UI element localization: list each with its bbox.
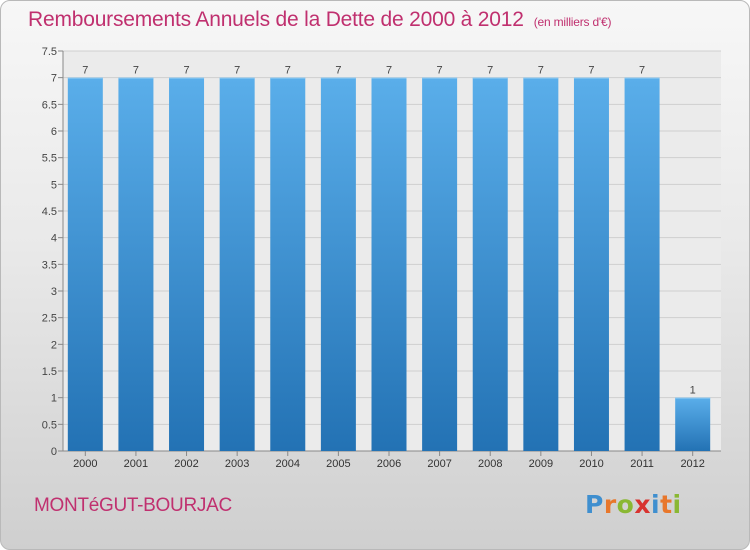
bar-value-label: 7 <box>538 65 544 77</box>
y-tick-label: 6 <box>51 126 57 138</box>
x-tick-label: 2009 <box>529 458 553 470</box>
y-tick-label: 5.5 <box>42 153 57 165</box>
bar-value-label: 7 <box>335 65 341 77</box>
logo-letter: x <box>634 490 651 519</box>
bar-value-label: 7 <box>82 65 88 77</box>
y-tick-label: 4 <box>51 233 57 245</box>
x-tick-label: 2005 <box>326 458 350 470</box>
logo-letter: P <box>585 490 604 519</box>
x-tick-label: 2008 <box>478 458 502 470</box>
bar <box>219 77 255 452</box>
y-tick-label: 3 <box>51 286 57 298</box>
bar-value-label: 7 <box>386 65 392 77</box>
proxiti-logo: Proxiti <box>585 490 682 519</box>
x-tick-label: 2000 <box>73 458 97 470</box>
logo-letter: r <box>603 490 617 519</box>
bar <box>624 77 660 452</box>
y-tick-label: 6.5 <box>42 99 57 111</box>
chart-title-text: Remboursements Annuels de la Dette de 20… <box>28 8 524 31</box>
bar-value-label: 7 <box>437 65 443 77</box>
x-tick-label: 2011 <box>630 458 654 470</box>
bar-value-label: 7 <box>285 65 291 77</box>
bar <box>169 77 205 452</box>
x-tick-label: 2003 <box>225 458 249 470</box>
y-tick-label: 0 <box>51 446 57 458</box>
x-tick-label: 2012 <box>680 458 704 470</box>
y-tick-label: 2.5 <box>42 313 57 325</box>
bar-value-label: 7 <box>588 65 594 77</box>
commune-name: MONTéGUT-BOURJAC <box>34 495 232 516</box>
bar <box>270 77 306 452</box>
bar <box>67 77 103 452</box>
bar-value-label: 7 <box>183 65 189 77</box>
y-tick-label: 0.5 <box>42 419 57 431</box>
x-tick-label: 2002 <box>174 458 198 470</box>
chart-unit-label: (en milliers d'€) <box>533 15 612 29</box>
logo-letter: t <box>660 490 673 519</box>
logo-letter: i <box>672 490 682 519</box>
bar <box>523 77 559 452</box>
bar-value-label: 7 <box>639 65 645 77</box>
bar <box>118 77 154 452</box>
logo-letter: i <box>651 490 661 519</box>
bar <box>422 77 458 452</box>
x-tick-label: 2001 <box>124 458 148 470</box>
bar <box>320 77 356 452</box>
x-tick-label: 2007 <box>427 458 451 470</box>
y-tick-label: 3.5 <box>42 259 57 271</box>
y-tick-label: 7 <box>51 73 57 85</box>
x-tick-label: 2006 <box>377 458 401 470</box>
y-tick-label: 7.5 <box>42 46 57 58</box>
y-tick-label: 2 <box>51 339 57 351</box>
bar <box>472 77 508 452</box>
chart-title: Remboursements Annuels de la Dette de 20… <box>28 8 611 32</box>
bar <box>573 77 609 452</box>
bar-value-label: 7 <box>234 65 240 77</box>
y-tick-label: 1.5 <box>42 366 57 378</box>
bar <box>675 397 711 451</box>
bar <box>371 77 407 452</box>
bar-value-label: 1 <box>690 385 696 397</box>
bar-value-label: 7 <box>133 65 139 77</box>
y-tick-label: 4.5 <box>42 206 57 218</box>
y-tick-label: 1 <box>51 393 57 405</box>
x-tick-label: 2004 <box>276 458 300 470</box>
y-tick-label: 5 <box>51 179 57 191</box>
bar-value-label: 7 <box>487 65 493 77</box>
logo-letter: o <box>616 490 635 519</box>
x-tick-label: 2010 <box>579 458 603 470</box>
